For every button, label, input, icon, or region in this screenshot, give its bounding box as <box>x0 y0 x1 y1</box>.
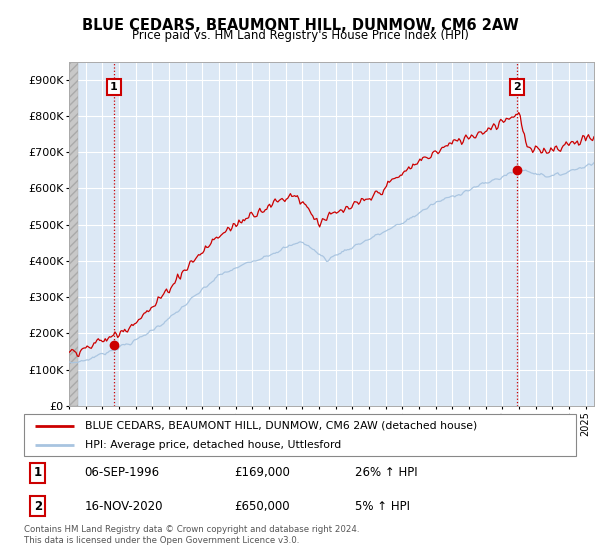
FancyBboxPatch shape <box>24 414 576 456</box>
Text: 06-SEP-1996: 06-SEP-1996 <box>85 466 160 479</box>
Text: £169,000: £169,000 <box>234 466 290 479</box>
Text: Contains HM Land Registry data © Crown copyright and database right 2024.
This d: Contains HM Land Registry data © Crown c… <box>24 525 359 545</box>
Bar <box>69 62 78 406</box>
Text: 5% ↑ HPI: 5% ↑ HPI <box>355 500 410 513</box>
Text: BLUE CEDARS, BEAUMONT HILL, DUNMOW, CM6 2AW (detached house): BLUE CEDARS, BEAUMONT HILL, DUNMOW, CM6 … <box>85 421 477 431</box>
Text: 1: 1 <box>34 466 42 479</box>
Text: HPI: Average price, detached house, Uttlesford: HPI: Average price, detached house, Uttl… <box>85 440 341 450</box>
Text: £650,000: £650,000 <box>234 500 289 513</box>
Text: 16-NOV-2020: 16-NOV-2020 <box>85 500 163 513</box>
Text: 2: 2 <box>34 500 42 513</box>
Text: 26% ↑ HPI: 26% ↑ HPI <box>355 466 418 479</box>
Text: 2: 2 <box>513 82 521 92</box>
Text: BLUE CEDARS, BEAUMONT HILL, DUNMOW, CM6 2AW: BLUE CEDARS, BEAUMONT HILL, DUNMOW, CM6 … <box>82 18 518 32</box>
Text: 1: 1 <box>110 82 118 92</box>
Text: Price paid vs. HM Land Registry's House Price Index (HPI): Price paid vs. HM Land Registry's House … <box>131 29 469 42</box>
